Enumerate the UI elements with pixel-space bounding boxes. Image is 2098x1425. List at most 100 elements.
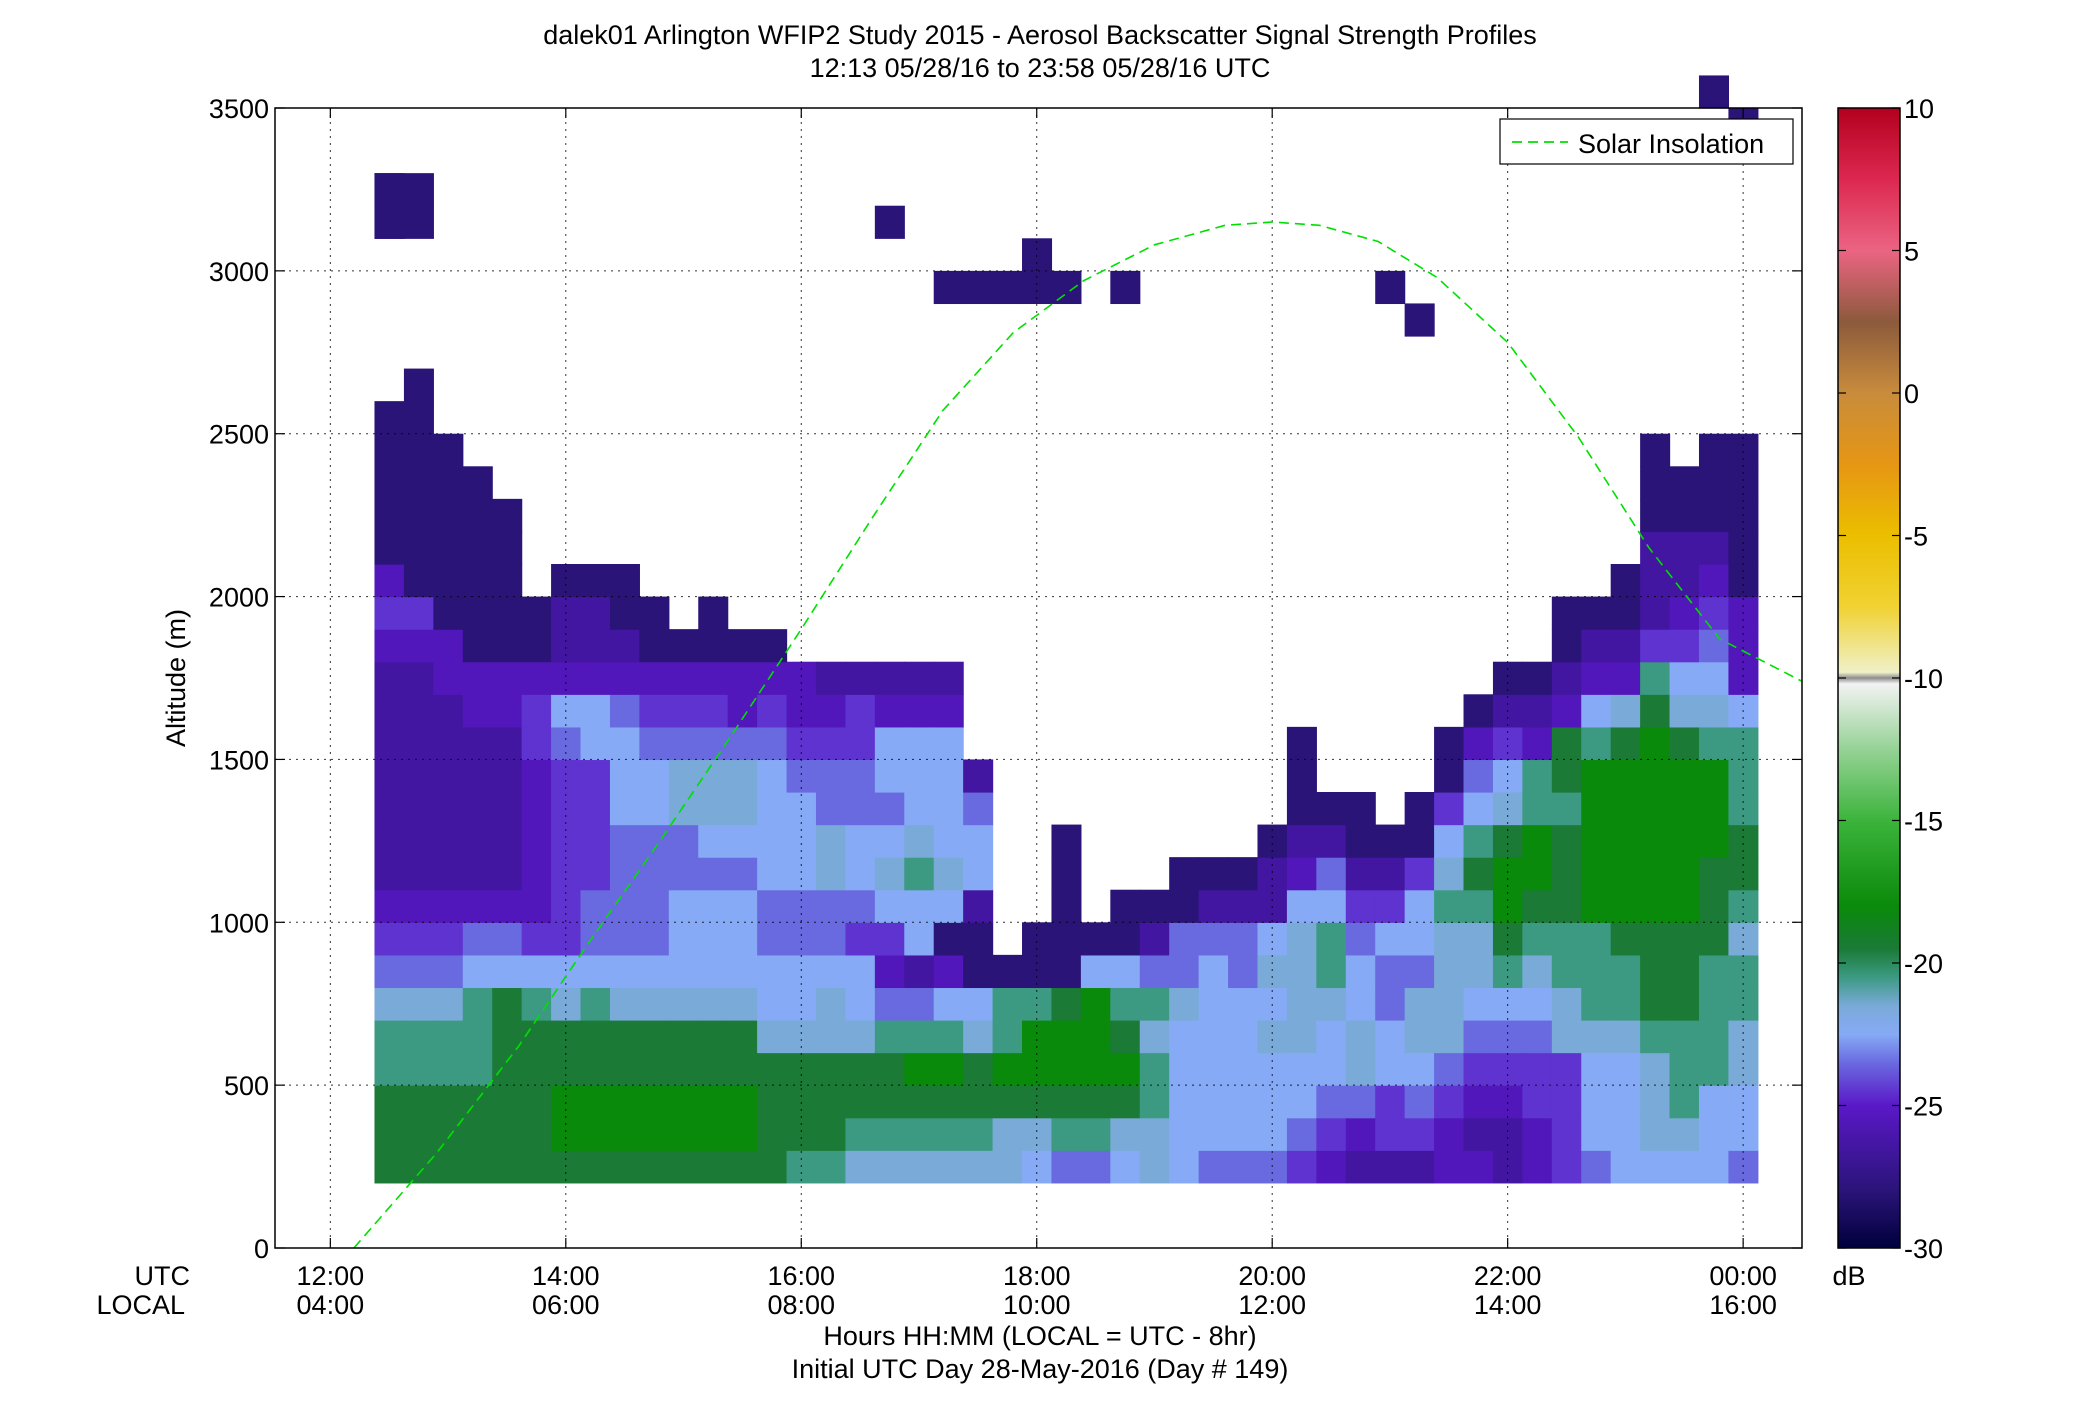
heatmap-cell bbox=[374, 531, 405, 565]
heatmap-cell bbox=[1610, 661, 1641, 695]
x-tick-label-utc: 12:00 bbox=[297, 1261, 365, 1291]
heatmap-cell bbox=[1286, 1117, 1317, 1151]
heatmap-cell bbox=[933, 824, 964, 858]
heatmap-cell bbox=[609, 1150, 640, 1184]
heatmap-cell bbox=[698, 1020, 729, 1054]
colorbar-tick-label: -25 bbox=[1904, 1092, 1943, 1122]
heatmap-cell bbox=[757, 1020, 788, 1054]
heatmap-cell bbox=[845, 922, 876, 956]
heatmap-cell bbox=[1698, 531, 1730, 565]
heatmap-cell bbox=[1610, 792, 1641, 826]
heatmap-cell bbox=[1551, 694, 1582, 728]
heatmap-cell bbox=[963, 792, 994, 826]
heatmap-cell bbox=[580, 889, 611, 923]
heatmap-cell bbox=[1051, 889, 1082, 923]
x-tick-label-utc: 14:00 bbox=[532, 1261, 600, 1291]
heatmap-cell bbox=[1228, 1020, 1259, 1054]
heatmap-cell bbox=[815, 1020, 847, 1054]
heatmap-cell bbox=[1463, 987, 1494, 1021]
heatmap-cell bbox=[757, 1085, 788, 1119]
heatmap-cell bbox=[727, 954, 758, 989]
heatmap-cell bbox=[963, 1117, 994, 1151]
heatmap-cell bbox=[1198, 1052, 1229, 1086]
heatmap-cell bbox=[433, 1117, 464, 1151]
heatmap-cell bbox=[1169, 1150, 1200, 1184]
heatmap-cell bbox=[492, 954, 523, 989]
heatmap-cell bbox=[727, 824, 758, 858]
heatmap-cell bbox=[462, 498, 493, 533]
heatmap-cell bbox=[639, 792, 670, 826]
heatmap-cell bbox=[757, 1117, 788, 1151]
heatmap-cell bbox=[698, 694, 729, 728]
heatmap-cell bbox=[1698, 661, 1730, 695]
heatmap-cell bbox=[551, 954, 582, 989]
heatmap-cell bbox=[1551, 954, 1582, 989]
heatmap-cell bbox=[1581, 1117, 1612, 1151]
heatmap-cell bbox=[1610, 824, 1641, 858]
heatmap-cell bbox=[668, 1085, 699, 1119]
heatmap-cell bbox=[1551, 987, 1582, 1021]
heatmap-cell bbox=[1228, 1052, 1259, 1086]
heatmap-cell bbox=[609, 1052, 640, 1086]
heatmap-cell bbox=[904, 694, 935, 728]
heatmap-cell bbox=[1316, 954, 1347, 989]
colorbar-tick-label: -15 bbox=[1904, 807, 1943, 837]
heatmap-cell bbox=[757, 889, 788, 923]
heatmap-cell bbox=[1640, 1117, 1671, 1151]
heatmap-cell bbox=[1522, 792, 1553, 826]
heatmap-cell bbox=[727, 1117, 758, 1151]
heatmap-cell bbox=[1110, 1052, 1141, 1086]
heatmap-cell bbox=[815, 1085, 847, 1119]
heatmap-cell bbox=[521, 1052, 552, 1086]
heatmap-cell bbox=[963, 889, 994, 923]
x-tick-label-utc: 22:00 bbox=[1474, 1261, 1542, 1291]
solar-insolation-line bbox=[353, 221, 1803, 1249]
heatmap-cell bbox=[521, 1085, 552, 1119]
heatmap-cell bbox=[845, 694, 876, 728]
heatmap-cell bbox=[1463, 1085, 1494, 1119]
heatmap-cell bbox=[1228, 1150, 1259, 1184]
heatmap-cell bbox=[1581, 661, 1612, 695]
heatmap-cell bbox=[580, 857, 611, 891]
heatmap-cell bbox=[668, 661, 699, 695]
heatmap-cell bbox=[374, 1020, 405, 1054]
heatmap-cell bbox=[904, 889, 935, 923]
heatmap-cell bbox=[433, 1020, 464, 1054]
heatmap-cell bbox=[815, 1052, 847, 1086]
heatmap-cell bbox=[1551, 824, 1582, 858]
heatmap-cell bbox=[1316, 987, 1347, 1021]
heatmap-cell bbox=[1640, 661, 1671, 695]
heatmap-cell bbox=[1404, 1052, 1435, 1086]
heatmap-cell bbox=[698, 629, 729, 663]
heatmap-cell bbox=[1434, 857, 1465, 891]
heatmap-cell bbox=[1169, 857, 1200, 891]
heatmap-cell bbox=[963, 1085, 994, 1119]
heatmap-cell bbox=[1640, 694, 1671, 728]
heatmap-cell bbox=[933, 1150, 964, 1184]
heatmap-cell bbox=[1640, 466, 1671, 500]
heatmap-cell bbox=[933, 1020, 964, 1054]
heatmap-cell bbox=[1610, 1020, 1641, 1054]
heatmap-cell bbox=[1110, 1150, 1141, 1184]
heatmap-cell bbox=[698, 824, 729, 858]
colorbar-ticks: -30 -25 -20 -15 -10 -5 0 5 10 bbox=[1838, 94, 1943, 1264]
heatmap-cell bbox=[1080, 954, 1111, 989]
heatmap-cell bbox=[580, 596, 611, 630]
heatmap-cell bbox=[1198, 922, 1229, 956]
heatmap-cell bbox=[1551, 629, 1582, 663]
heatmap-cell bbox=[403, 173, 434, 207]
heatmap-cell bbox=[462, 661, 493, 695]
heatmap-cell bbox=[374, 922, 405, 956]
heatmap-cell bbox=[933, 1117, 964, 1151]
heatmap-cell bbox=[462, 694, 493, 728]
heatmap-cell bbox=[580, 954, 611, 989]
heatmap-cell bbox=[403, 531, 434, 565]
heatmap-cell bbox=[1198, 1150, 1229, 1184]
heatmap-cell bbox=[609, 987, 640, 1021]
heatmap-cell bbox=[403, 1150, 434, 1184]
heatmap-cell bbox=[433, 824, 464, 858]
heatmap-cell bbox=[1169, 987, 1200, 1021]
heatmap-cell bbox=[815, 889, 847, 923]
heatmap-cell bbox=[845, 1150, 876, 1184]
